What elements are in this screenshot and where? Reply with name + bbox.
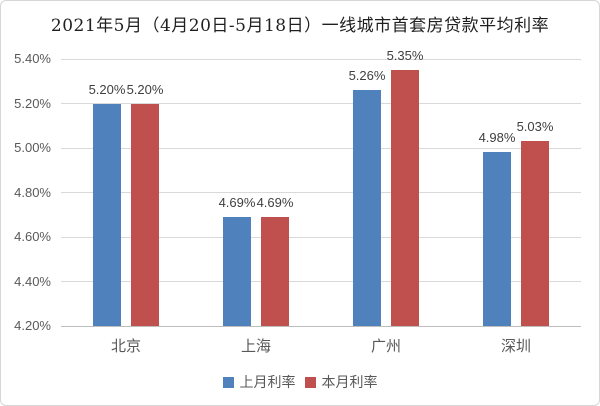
bar-value-label: 5.26%: [348, 68, 386, 84]
gridline: [61, 103, 581, 104]
y-tick-label: 4.40%: [14, 273, 51, 289]
bar-value-label: 5.35%: [386, 48, 424, 64]
bar-上月利率-上海: [223, 216, 251, 326]
gridline: [61, 236, 581, 238]
bar-上月利率-深圳: [483, 152, 511, 326]
bar-value-label: 4.98%: [478, 130, 516, 146]
bar-value-label: 4.69%: [256, 194, 294, 210]
bar-本月利率-深圳: [521, 141, 549, 326]
y-tick-label: 5.40%: [14, 51, 51, 66]
x-category-label: 上海: [240, 337, 271, 355]
gridline: [61, 58, 581, 60]
y-tick-label: 5.00%: [14, 140, 51, 155]
bar-本月利率-北京: [131, 103, 159, 326]
bar-value-label: 4.69%: [218, 194, 256, 210]
bar-本月利率-广州: [391, 70, 419, 326]
bar-value-label: 5.20%: [88, 81, 126, 97]
bar-上月利率-广州: [353, 90, 381, 326]
x-axis-line: [61, 325, 581, 327]
y-tick-label: 5.20%: [14, 95, 51, 111]
legend-swatch: [222, 376, 234, 388]
bar-上月利率-北京: [93, 103, 121, 326]
legend-label: 上月利率: [239, 375, 296, 391]
bar-value-label: 5.20%: [126, 81, 164, 97]
y-tick-label: 4.20%: [14, 318, 51, 333]
x-category-label: 广州: [370, 337, 401, 355]
x-category-label: 北京: [110, 337, 141, 355]
gridline: [61, 281, 581, 282]
legend-swatch: [304, 376, 316, 388]
y-tick-label: 4.60%: [14, 229, 51, 244]
chart-title: 2021年5月（4月20日-5月18日）一线城市首套房贷款平均利率: [50, 16, 550, 36]
bar-value-label: 5.03%: [516, 119, 554, 135]
x-category-label: 深圳: [500, 337, 531, 355]
y-tick-label: 4.80%: [14, 184, 51, 200]
legend-item: 本月利率: [304, 372, 378, 392]
legend-label: 本月利率: [321, 375, 378, 391]
bar-本月利率-上海: [261, 216, 289, 326]
legend-item: 上月利率: [222, 372, 296, 392]
gridline: [61, 192, 581, 193]
gridline: [61, 147, 581, 149]
legend: 上月利率 本月利率: [1, 372, 599, 392]
